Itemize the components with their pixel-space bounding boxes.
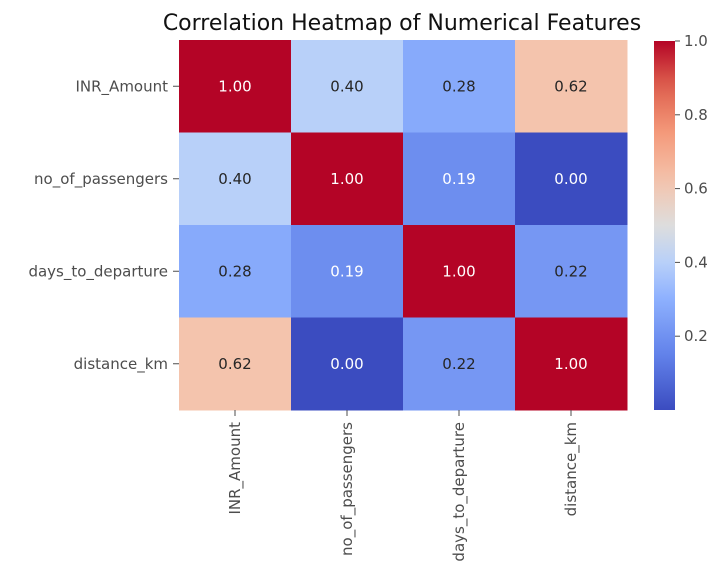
heatmap-cell-r3-c1: [291, 317, 404, 411]
heatmap-cell-r0-c2: [403, 40, 516, 133]
colorbar-tick-label-0: 0.2: [684, 327, 708, 345]
colorbar-tick-label-4: 1.0: [684, 32, 708, 50]
heatmap-cell-r2-c3: [515, 225, 628, 318]
row-tick-label-3: distance_km: [74, 355, 168, 374]
heatmap-cell-r3-c2: [403, 317, 516, 411]
row-tick-label-0: INR_Amount: [75, 77, 168, 96]
heatmap-cells: 1.00 0.40 0.28 0.62 0.40 1.00 0.19 0.00 0.28 0.19…: [179, 40, 628, 411]
chart-title: Correlation Heatmap of Numerical Feature…: [163, 11, 641, 36]
heatmap-cell-label-r0-c1: 0.40: [330, 77, 363, 95]
column-tick-label-1: no_of_passengers: [338, 422, 357, 556]
heatmap-cell-r0-c0: [179, 40, 292, 133]
heatmap-cell-label-r0-c3: 0.62: [554, 77, 587, 95]
heatmap-cell-label-r1-c1: 1.00: [330, 170, 363, 188]
row-tick-labels: INR_Amount no_of_passengers days_to_depart…: [28, 77, 179, 374]
heatmap-cell-label-r0-c0: 1.00: [218, 77, 251, 95]
heatmap-cell-r1-c2: [403, 132, 516, 226]
colorbar-tick-label-3: 0.8: [684, 106, 708, 124]
column-tick-label-3: distance_km: [562, 422, 581, 516]
heatmap-cell-label-r1-c0: 0.40: [218, 170, 251, 188]
heatmap-cell-r1-c0: [179, 132, 292, 226]
heatmap-cell-r0-c1: [291, 40, 404, 133]
heatmap-cell-label-r2-c3: 0.22: [554, 262, 587, 280]
heatmap-cell-r3-c3: [515, 317, 628, 411]
heatmap-cell-r1-c3: [515, 132, 628, 226]
heatmap-cell-label-r3-c3: 1.00: [554, 355, 587, 373]
row-tick-label-2: days_to_departure: [28, 262, 168, 281]
heatmap-cell-label-r2-c2: 1.00: [442, 262, 475, 280]
heatmap-cell-r2-c0: [179, 225, 292, 318]
heatmap-cell-r1-c1: [291, 132, 404, 226]
heatmap-cell-label-r3-c2: 0.22: [442, 355, 475, 373]
heatmap-cell-r2-c1: [291, 225, 404, 318]
colorbar-gradient: [654, 41, 675, 410]
column-tick-label-0: INR_Amount: [226, 422, 245, 515]
heatmap-cell-r0-c3: [515, 40, 628, 133]
colorbar-tick-label-2: 0.6: [684, 180, 708, 198]
row-tick-label-1: no_of_passengers: [34, 170, 168, 189]
heatmap-cell-label-r1-c3: 0.00: [554, 170, 587, 188]
heatmap-cell-label-r1-c2: 0.19: [442, 170, 475, 188]
colorbar-tick-label-1: 0.4: [684, 253, 708, 271]
heatmap-cell-label-r3-c1: 0.00: [330, 355, 363, 373]
column-tick-label-2: days_to_departure: [450, 422, 469, 562]
colorbar: 0.2 0.4 0.6 0.8 1.0: [654, 32, 708, 410]
heatmap-cell-label-r2-c1: 0.19: [330, 262, 363, 280]
heatmap-cell-r2-c2: [403, 225, 516, 318]
heatmap-cell-r3-c0: [179, 317, 292, 411]
heatmap-cell-label-r0-c2: 0.28: [442, 77, 475, 95]
heatmap-cell-label-r2-c0: 0.28: [218, 262, 251, 280]
column-tick-labels: INR_Amount no_of_passengers days_to_depart…: [226, 410, 581, 562]
heatmap-cell-label-r3-c0: 0.62: [218, 355, 251, 373]
